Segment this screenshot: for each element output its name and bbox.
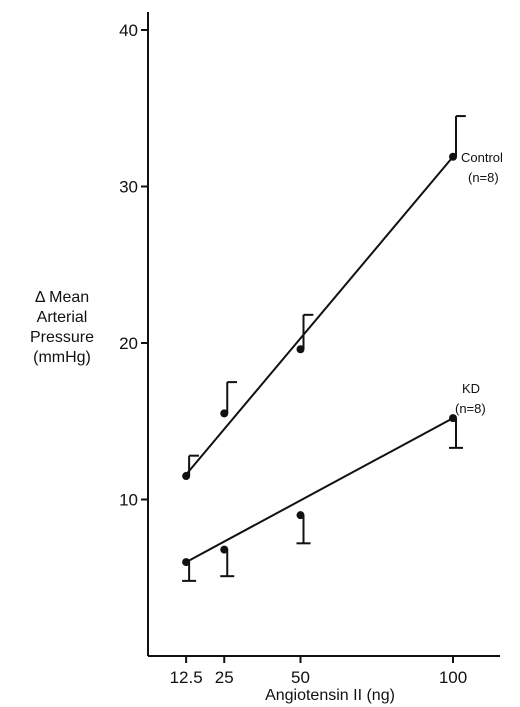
y-axis-label-line: Arterial (37, 309, 88, 326)
data-point (449, 414, 457, 423)
x-tick-label: 25 (215, 668, 234, 687)
x-ticks: 12.5 25 50 100 (170, 656, 467, 687)
y-tick-label: 30 (119, 178, 138, 197)
y-ticks: 10 20 30 40 (119, 21, 148, 510)
data-point (182, 472, 191, 481)
y-axis-label: Δ Mean Arterial Pressure (mmHg) (30, 289, 94, 366)
y-axis-label-line: Pressure (30, 329, 94, 346)
data-point (296, 511, 305, 520)
plot-area (182, 115, 466, 582)
data-point (182, 558, 191, 567)
series-n-kd: (n=8) (455, 401, 486, 416)
series-label-kd: KD (462, 381, 480, 396)
y-tick-label: 20 (119, 334, 138, 353)
x-tick-label: 50 (291, 668, 310, 687)
data-point (449, 152, 457, 161)
axes (147, 12, 500, 657)
y-axis-label-line: (mmHg) (33, 349, 91, 366)
series-kd (182, 414, 463, 582)
series-n-control: (n=8) (468, 170, 499, 185)
y-tick-label: 40 (119, 21, 138, 40)
x-tick-label: 12.5 (170, 668, 203, 687)
data-point (296, 345, 305, 354)
y-axis-label-line: Δ Mean (35, 289, 89, 306)
y-tick-label: 10 (119, 491, 138, 510)
data-point (220, 409, 229, 418)
series-control (182, 115, 466, 481)
series-label-control: Control (461, 150, 503, 165)
fit-line (185, 156, 454, 476)
x-tick-label: 100 (439, 668, 467, 687)
data-point (220, 545, 229, 554)
series-labels: Control (n=8) KD (n=8) (455, 150, 503, 416)
x-axis-label: Angiotensin II (ng) (265, 687, 395, 704)
fit-line (185, 417, 454, 563)
